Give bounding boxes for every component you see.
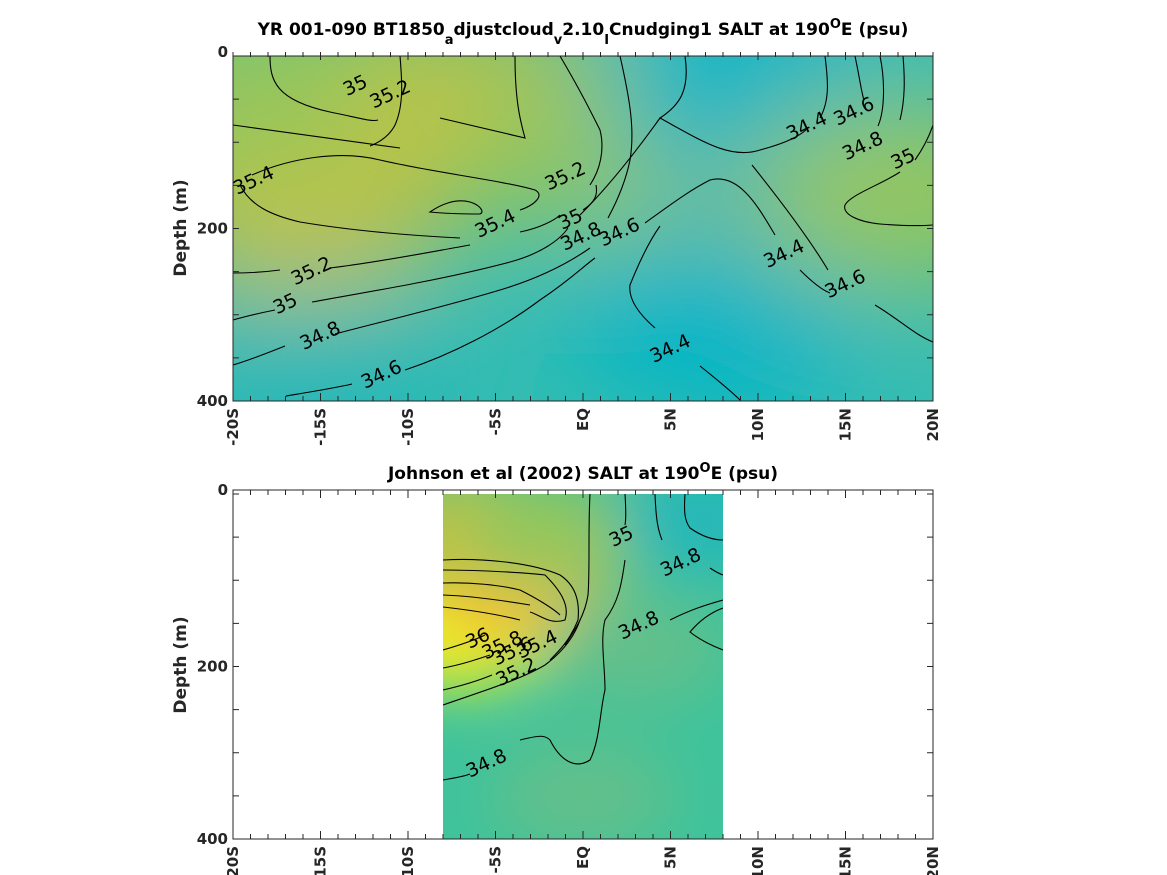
contour-line <box>799 269 831 294</box>
y-tick-label: 200 <box>197 220 228 238</box>
contour-line <box>311 227 569 303</box>
panel-obs-title: Johnson et al (2002) SALT at 190OE (psu) <box>387 461 778 484</box>
contour-line <box>914 124 933 161</box>
contour-line <box>877 56 885 127</box>
contour-line <box>239 184 461 239</box>
contour-line <box>709 567 723 576</box>
panel-obs-field <box>443 494 723 839</box>
contour-line <box>854 56 865 101</box>
contour-line <box>404 257 596 371</box>
panel-obs-ticks: -20S -15S -10S -5S EQ 5N 10N 15N 20N 0 200 400 <box>197 481 942 875</box>
x-tick-label: -15S <box>312 408 330 446</box>
contour-line <box>564 494 591 646</box>
x-tick-label: -5S <box>487 846 505 873</box>
contour-line <box>443 674 493 691</box>
contour-line <box>443 594 531 606</box>
contour-line <box>519 559 626 765</box>
contour-line <box>658 56 807 154</box>
contour-line <box>251 155 540 211</box>
x-tick-label: 15N <box>837 408 855 441</box>
y-tick-label: 400 <box>197 830 228 848</box>
x-tick-label: 10N <box>749 846 767 875</box>
panel-obs: Johnson et al (2002) SALT at 190OE (psu) <box>171 461 942 875</box>
contour-line <box>899 56 905 121</box>
panel-obs-ylabel: Depth (m) <box>171 616 191 713</box>
x-tick-label: -10S <box>399 408 417 446</box>
panel-obs-contours <box>443 494 723 781</box>
contour-line <box>689 607 723 651</box>
contour-line <box>428 200 483 215</box>
contour-line <box>233 269 281 274</box>
contour-line <box>819 56 828 119</box>
x-tick-label: -10S <box>399 846 417 875</box>
x-tick-label: 20N <box>924 846 942 875</box>
panel-model-contours <box>233 56 933 401</box>
x-tick-label: EQ <box>574 408 592 431</box>
color-blob <box>614 494 723 576</box>
y-tick-label: 200 <box>197 658 228 676</box>
contour-line <box>699 365 741 401</box>
x-tick-label: 20N <box>924 408 942 441</box>
contour-line <box>233 309 276 321</box>
contour-line <box>443 773 471 781</box>
contour-line <box>669 599 723 621</box>
contour-line <box>751 164 829 271</box>
x-tick-label: EQ <box>574 846 592 869</box>
y-tick-label: 0 <box>218 43 228 61</box>
x-tick-label: -5S <box>487 408 505 435</box>
contour-line <box>874 304 933 343</box>
contour-line <box>443 634 486 651</box>
panel-model-field <box>233 56 933 401</box>
contour-line <box>369 56 403 147</box>
x-tick-label: -20S <box>224 408 242 446</box>
contour-line <box>233 124 401 149</box>
y-tick-label: 0 <box>218 481 228 499</box>
contour-line <box>443 654 491 669</box>
y-tick-label: 400 <box>197 392 228 410</box>
panel-obs-colorfield <box>443 494 723 839</box>
contour-line <box>844 171 933 227</box>
panel-model-colorfield <box>233 56 933 401</box>
x-tick-label: 10N <box>749 408 767 441</box>
panel-model: YR 001-090 BT1850adjustcloudv2.10ICnudgi… <box>171 17 942 446</box>
contour-line <box>629 225 661 329</box>
contour-line <box>624 494 627 526</box>
color-blob <box>492 739 674 839</box>
x-tick-label: 5N <box>662 846 680 869</box>
contour-line <box>334 247 591 335</box>
contour-line <box>269 56 379 122</box>
x-tick-label: 5N <box>662 408 680 431</box>
contour-line <box>443 569 567 622</box>
contour-line <box>443 606 521 621</box>
contour-line <box>579 117 661 216</box>
contour-line <box>683 494 723 541</box>
panel-model-title: YR 001-090 BT1850adjustcloudv2.10ICnudgi… <box>257 17 909 48</box>
color-blob <box>457 494 639 594</box>
color-blob <box>233 287 477 401</box>
panel-model-ylabel: Depth (m) <box>171 179 191 276</box>
contour-line <box>582 184 598 211</box>
contour-line <box>443 619 581 706</box>
contour-line <box>443 582 561 616</box>
contour-line <box>233 345 286 366</box>
contour-line <box>644 178 776 236</box>
contour-line <box>559 56 603 186</box>
contour-line <box>654 494 663 541</box>
x-tick-label: -20S <box>224 846 242 875</box>
contour-line <box>443 558 579 661</box>
contour-line <box>607 56 633 219</box>
contour-line <box>329 244 471 269</box>
color-blob <box>544 593 723 706</box>
x-tick-label: -15S <box>312 846 330 875</box>
color-blob <box>742 98 933 290</box>
contour-line <box>519 214 561 233</box>
panel-model-ticks: -20S -15S -10S -5S EQ 5N 10N 15N 20N 0 200 400 <box>197 43 942 446</box>
contour-line <box>439 56 526 139</box>
x-tick-label: 15N <box>837 846 855 875</box>
contour-line <box>285 383 353 397</box>
